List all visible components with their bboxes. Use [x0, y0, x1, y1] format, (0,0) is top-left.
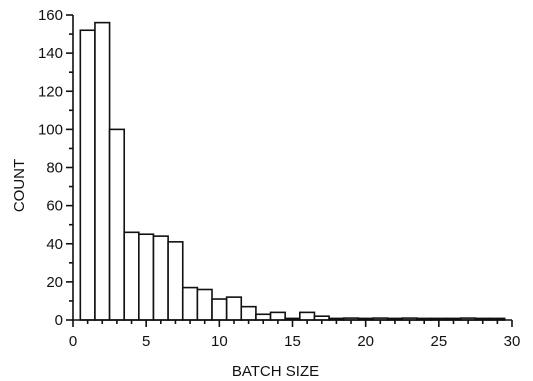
- histogram-bar: [240, 305, 257, 321]
- y-tick-label: 120: [38, 83, 63, 100]
- y-tick-label: 100: [38, 121, 63, 138]
- x-tick-label: 20: [357, 333, 374, 350]
- histogram-bar: [255, 313, 272, 321]
- x-tick-label: 15: [284, 333, 301, 350]
- histogram-bar: [123, 231, 140, 321]
- bars-layer: [79, 21, 506, 321]
- histogram-bar: [196, 288, 213, 321]
- histogram-bar: [108, 128, 126, 321]
- y-tick-label: 160: [38, 7, 63, 24]
- histogram-bar: [211, 298, 228, 321]
- y-tick-label: 60: [46, 198, 63, 215]
- y-tick-label: 20: [46, 274, 63, 291]
- x-axis-label: BATCH SIZE: [232, 363, 319, 380]
- y-tick-label: 80: [46, 160, 63, 177]
- histogram-bar: [94, 21, 111, 321]
- histogram-bar: [79, 29, 96, 321]
- histogram-bar: [225, 296, 243, 321]
- x-tick-label: 0: [69, 333, 77, 350]
- x-tick-label: 25: [430, 333, 447, 350]
- histogram-bar: [167, 241, 184, 321]
- y-tick-label: 40: [46, 236, 63, 253]
- y-tick-label: 140: [38, 45, 63, 62]
- y-axis-label: COUNT: [11, 159, 28, 212]
- y-tick-label: 0: [55, 312, 63, 329]
- histogram-bar: [152, 235, 169, 321]
- x-tick-label: 30: [504, 333, 521, 350]
- x-tick-label: 10: [211, 333, 228, 350]
- histogram-bar: [181, 286, 199, 321]
- histogram-bar: [269, 311, 286, 321]
- x-tick-label: 5: [142, 333, 150, 350]
- histogram-bar: [299, 311, 316, 321]
- histogram-bar: [138, 233, 155, 321]
- ticks-layer: 0 20 40 60 80 100 120 140 160 0 5 10 15 20 25 30: [38, 7, 520, 350]
